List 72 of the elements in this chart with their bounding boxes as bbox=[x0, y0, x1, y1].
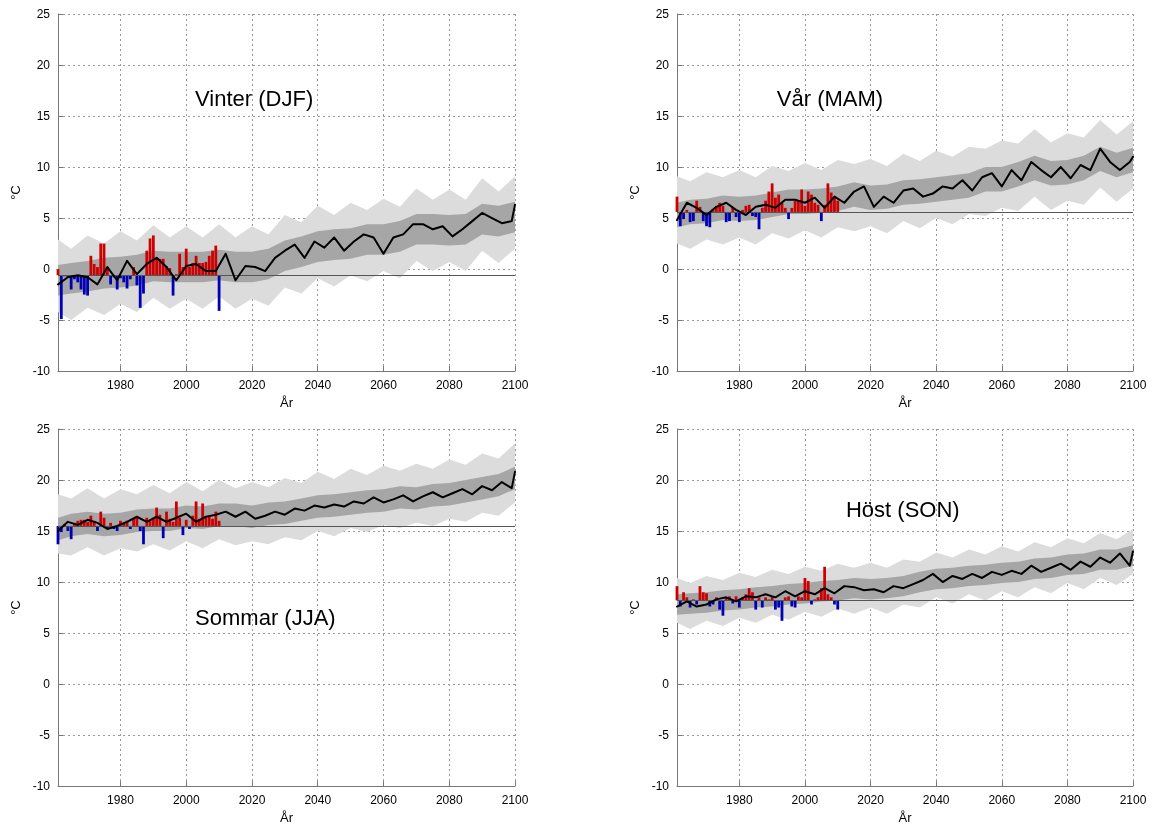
y-tick-label: -10 bbox=[32, 779, 51, 794]
y-tick-label: 20 bbox=[655, 473, 670, 488]
text: Vinter (DJF) bbox=[195, 86, 314, 112]
y-tick-label: 10 bbox=[655, 160, 670, 175]
y-tick-label: 0 bbox=[662, 262, 670, 277]
text: Sommar (JJA) bbox=[195, 604, 336, 630]
text: Höst (SON) bbox=[845, 497, 960, 523]
x-tick-label: 2040 bbox=[304, 378, 332, 393]
y-tick-label: 0 bbox=[43, 262, 51, 277]
x-tick-label: 2000 bbox=[791, 378, 819, 393]
x-tick-label: 2040 bbox=[922, 378, 950, 393]
y-tick-label: 5 bbox=[43, 211, 51, 226]
y-axis-title: °C bbox=[7, 185, 23, 200]
x-tick-label: 2100 bbox=[1119, 793, 1147, 808]
x-tick-label: 2080 bbox=[1054, 378, 1082, 393]
x-tick-label: 2060 bbox=[988, 378, 1016, 393]
x-tick-label: 2000 bbox=[172, 378, 200, 393]
x-tick-label: 2020 bbox=[857, 793, 885, 808]
x-tick-label: 2080 bbox=[435, 793, 463, 808]
x-tick-label: 1980 bbox=[107, 793, 135, 808]
y-tick-label: -5 bbox=[39, 313, 51, 328]
x-tick-label: 2020 bbox=[238, 793, 266, 808]
x-tick-label: 2060 bbox=[988, 793, 1016, 808]
x-axis-title: År bbox=[280, 810, 294, 825]
x-tick-label: 2020 bbox=[238, 378, 266, 393]
y-tick-label: 15 bbox=[655, 524, 670, 539]
x-tick-label: 2100 bbox=[501, 378, 529, 393]
x-tick-label: 2100 bbox=[1119, 378, 1147, 393]
y-tick-label: 25 bbox=[36, 422, 51, 436]
x-axis-title: År bbox=[280, 395, 294, 410]
x-tick-label: 2000 bbox=[791, 793, 819, 808]
x-tick-label: 2080 bbox=[1054, 793, 1082, 808]
y-tick-label: -5 bbox=[39, 728, 51, 743]
y-tick-label: 15 bbox=[36, 524, 51, 539]
x-tick-label: 2000 bbox=[172, 793, 200, 808]
x-tick-label: 1980 bbox=[725, 378, 753, 393]
x-tick-label: 1980 bbox=[107, 378, 135, 393]
y-tick-label: -5 bbox=[658, 313, 670, 328]
x-tick-label: 2100 bbox=[501, 793, 529, 808]
y-tick-label: 10 bbox=[36, 575, 51, 590]
x-tick-label: 2040 bbox=[304, 793, 332, 808]
y-axis-title: °C bbox=[626, 185, 642, 200]
y-tick-label: -5 bbox=[658, 728, 670, 743]
y-tick-label: -10 bbox=[651, 364, 670, 379]
y-tick-label: 5 bbox=[662, 626, 670, 641]
y-tick-label: 0 bbox=[662, 677, 670, 692]
y-tick-label: 20 bbox=[655, 58, 670, 73]
y-tick-label: 0 bbox=[43, 677, 51, 692]
y-tick-label: 25 bbox=[655, 422, 670, 436]
x-tick-label: 1980 bbox=[725, 793, 753, 808]
y-tick-label: 20 bbox=[36, 58, 51, 73]
y-axis-title: °C bbox=[626, 600, 642, 615]
y-tick-label: 5 bbox=[43, 626, 51, 641]
x-tick-label: 2040 bbox=[922, 793, 950, 808]
y-tick-label: 25 bbox=[36, 7, 51, 21]
y-tick-label: 10 bbox=[655, 575, 670, 590]
text: Vår (MAM) bbox=[776, 86, 884, 112]
x-axis-title: År bbox=[898, 395, 913, 410]
x-tick-label: 2060 bbox=[370, 378, 398, 393]
y-tick-label: -10 bbox=[651, 779, 670, 794]
y-tick-label: 20 bbox=[36, 473, 51, 488]
y-tick-label: 5 bbox=[662, 211, 670, 226]
y-tick-label: 10 bbox=[36, 160, 51, 175]
x-axis-title: År bbox=[898, 810, 913, 825]
y-tick-label: -10 bbox=[32, 364, 51, 379]
x-tick-label: 2020 bbox=[857, 378, 885, 393]
y-tick-label: 15 bbox=[655, 109, 670, 124]
x-tick-label: 2080 bbox=[435, 378, 463, 393]
x-tick-label: 2060 bbox=[370, 793, 398, 808]
y-axis-title: °C bbox=[7, 600, 23, 615]
y-tick-label: 15 bbox=[36, 109, 51, 124]
y-tick-label: 25 bbox=[655, 7, 670, 21]
